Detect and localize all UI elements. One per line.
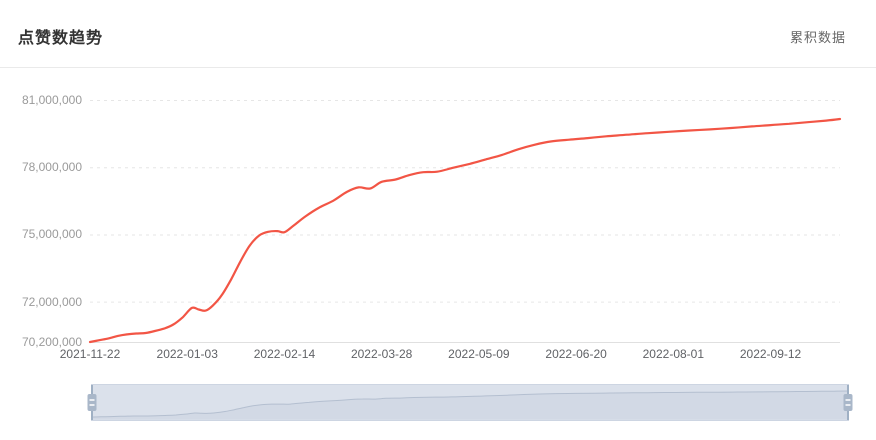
x-axis-tick-label: 2022-05-09 (448, 347, 510, 361)
x-axis-tick-label: 2022-03-28 (350, 347, 413, 361)
datazoom-left-handle[interactable] (87, 385, 97, 420)
x-axis-tick-label: 2022-06-20 (545, 347, 607, 361)
x-axis-tick-label: 2021-11-22 (59, 347, 121, 361)
datazoom-slider[interactable] (87, 384, 853, 421)
header-divider (0, 67, 876, 68)
x-axis-tick-label: 2022-01-03 (156, 347, 218, 361)
card-header: 点赞数趋势 累积数据 (0, 0, 876, 67)
data-mode-label[interactable]: 累积数据 (789, 30, 846, 45)
y-axis-tick-label: 75,000,000 (21, 227, 82, 242)
x-axis-tick-label: 2022-02-14 (253, 347, 316, 361)
datazoom-data-shadow-area (92, 391, 848, 420)
x-axis-tick-label: 2022-08-01 (642, 347, 705, 361)
x-axis-tick-label: 2022-09-12 (739, 347, 802, 361)
page-title: 点赞数趋势 (18, 30, 104, 47)
datazoom-data-shadow-line (91, 390, 849, 418)
y-axis-tick-label: 72,000,000 (21, 294, 82, 309)
likes-series-line (88, 117, 842, 344)
y-axis-tick-label: 70,200,000 (21, 335, 82, 349)
y-axis-tick-label: 81,000,000 (21, 93, 82, 107)
y-axis-tick-label: 78,000,000 (21, 160, 82, 175)
y-gridlines (90, 100, 840, 303)
datazoom-right-handle[interactable] (843, 385, 853, 420)
